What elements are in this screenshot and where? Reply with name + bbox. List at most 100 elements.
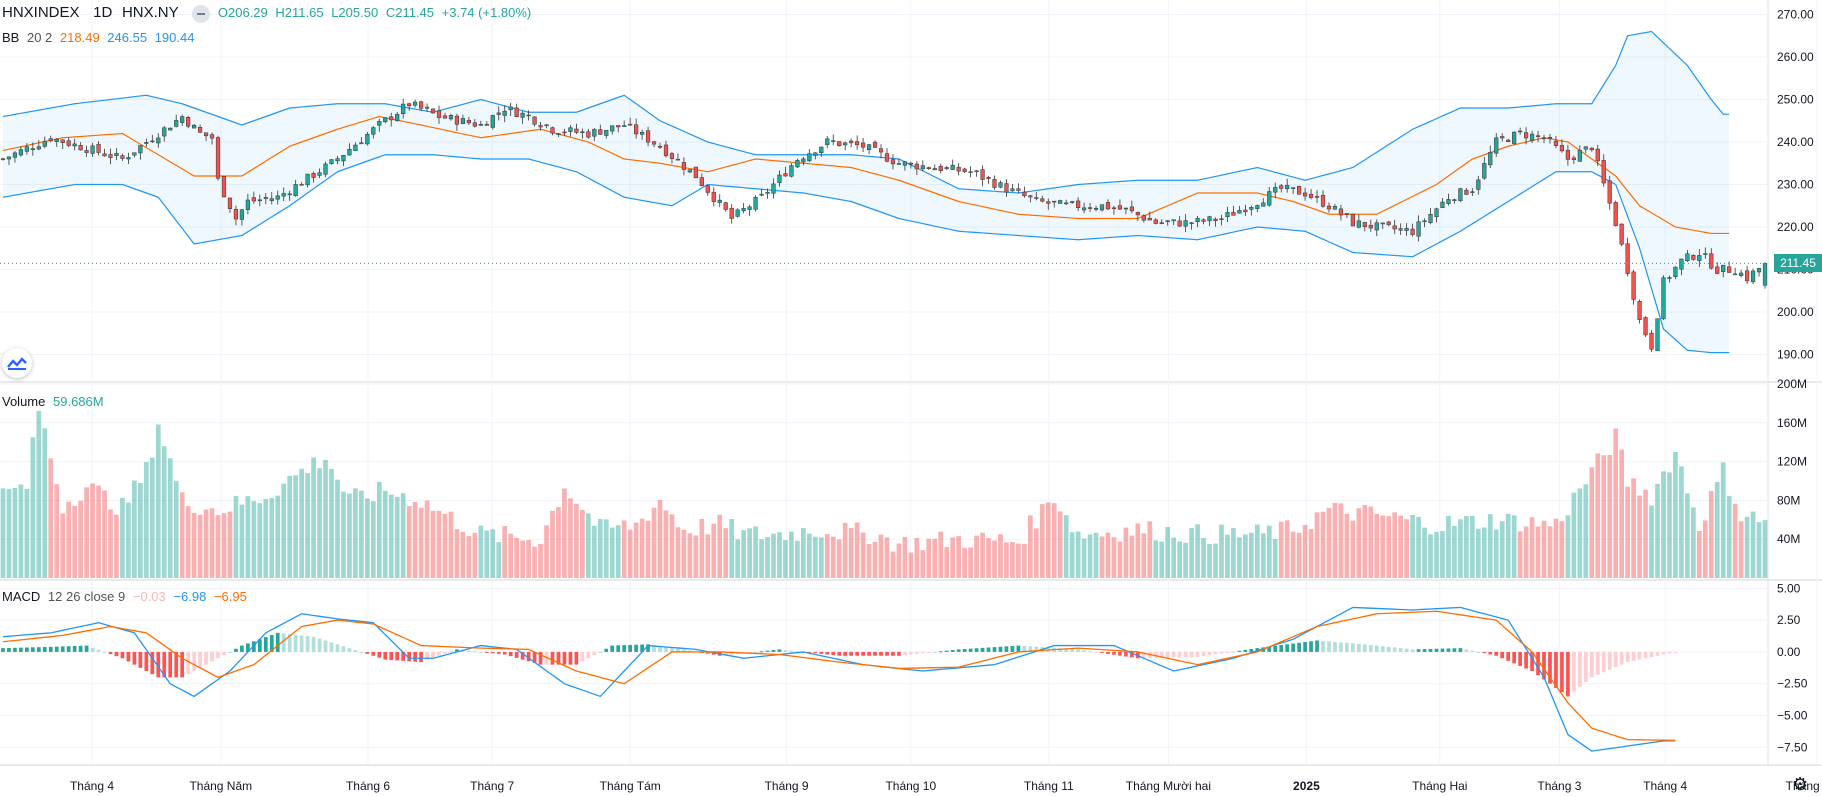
macd-histogram-bar — [1554, 651, 1558, 688]
macd-line — [2, 606, 1676, 752]
candle-body — [30, 148, 35, 150]
macd-histogram-bar — [443, 651, 447, 654]
candle-body — [1219, 218, 1224, 220]
candle-body — [586, 131, 591, 138]
macd-histogram-bar — [1028, 646, 1033, 652]
candle — [932, 164, 937, 171]
candle — [1739, 269, 1744, 278]
volume-bar — [1452, 525, 1457, 578]
candle-body — [454, 115, 460, 125]
macd-histogram-bar — [1548, 651, 1552, 684]
candle-body — [293, 184, 298, 196]
macd-legend[interactable]: MACD 12 26 close 9 −0.03 −6.98 −6.95 — [2, 589, 251, 604]
macd-histogram-bar — [156, 651, 161, 678]
volume-bar — [795, 540, 800, 578]
macd-histogram-bar — [1165, 651, 1170, 658]
macd-histogram-bar — [759, 651, 764, 653]
volume-bar — [293, 475, 299, 578]
volume-bar — [502, 526, 508, 578]
volume-bar — [914, 537, 920, 578]
candle — [150, 134, 155, 144]
candle-body — [233, 209, 239, 220]
gear-icon[interactable]: ⚙ — [1792, 774, 1809, 794]
volume-bar — [705, 534, 711, 578]
macd-histogram-bar — [90, 647, 95, 652]
candle-body — [275, 195, 280, 200]
macd-histogram-bar — [634, 644, 638, 652]
macd-histogram-bar — [789, 650, 794, 652]
candle-body — [174, 120, 179, 127]
macd-histogram-bar — [1303, 642, 1307, 652]
candle-body — [377, 121, 382, 126]
macd-histogram-bar — [1112, 651, 1116, 655]
macd-histogram-bar — [867, 651, 871, 656]
candle — [413, 99, 418, 108]
macd-histogram-bar — [598, 651, 603, 653]
candle-body — [1308, 193, 1314, 198]
candle — [902, 160, 908, 171]
volume-bar — [1547, 526, 1553, 578]
interval-label[interactable]: 1D — [93, 4, 113, 21]
macd-histogram-bar — [467, 650, 471, 652]
volume-bar — [980, 532, 985, 578]
volume-bar — [1696, 530, 1702, 578]
volume-bar — [1469, 515, 1475, 578]
volume-bar — [1231, 528, 1236, 578]
macd-histogram-bar — [1297, 642, 1301, 652]
candle — [843, 141, 848, 151]
candle — [1147, 211, 1152, 221]
candle-body — [287, 193, 292, 196]
volume-bar — [1475, 528, 1481, 578]
candle — [1762, 262, 1768, 289]
candle — [359, 137, 364, 145]
candle — [944, 165, 949, 170]
candle — [54, 138, 59, 147]
candle — [1547, 134, 1553, 144]
candle — [1744, 265, 1750, 284]
candle — [24, 142, 29, 155]
macd-histogram-bar — [1070, 649, 1075, 652]
volume-bar — [1637, 495, 1642, 578]
macd-histogram-bar — [54, 646, 59, 652]
minus-pill-icon[interactable] — [192, 4, 211, 23]
volume-bar — [627, 529, 633, 578]
macd-histogram-bar — [234, 648, 238, 652]
macd-histogram-bar — [1267, 646, 1272, 652]
volume-bar — [1159, 541, 1165, 578]
candle — [1643, 316, 1648, 337]
bb-legend[interactable]: BB 20 2 218.49 246.55 190.44 — [2, 30, 198, 45]
macd-histogram-bar — [837, 651, 842, 656]
candle-body — [215, 137, 221, 179]
candle-body — [657, 145, 663, 148]
symbol-name[interactable]: HNXINDEX — [2, 4, 80, 21]
volume-bar — [1446, 515, 1451, 578]
candle — [1356, 214, 1361, 229]
candle — [1105, 199, 1111, 211]
volume-bar — [753, 526, 758, 578]
candle — [1076, 197, 1081, 212]
volume-bar — [585, 513, 591, 578]
macd-histogram-bar — [341, 646, 346, 652]
volume-legend[interactable]: Volume 59.686M — [2, 394, 108, 409]
candle-body — [1302, 192, 1308, 197]
candle-body — [144, 142, 149, 144]
volume-bar — [783, 540, 788, 578]
candle-body — [669, 153, 675, 159]
candle — [0, 157, 6, 161]
candle-body — [389, 116, 394, 121]
candle — [986, 176, 991, 184]
candle-body — [556, 133, 561, 135]
volume-bar — [1123, 527, 1129, 578]
candle-body — [1518, 130, 1523, 133]
tradingview-logo-icon[interactable] — [2, 348, 32, 378]
candle — [1565, 144, 1571, 166]
volume-bar — [466, 536, 472, 578]
candle-body — [765, 192, 770, 194]
macd-histogram-bar — [998, 646, 1003, 652]
macd-histogram-bar — [251, 641, 256, 652]
candle-body — [1326, 205, 1332, 210]
candle-body — [1356, 220, 1361, 228]
candle — [1213, 217, 1218, 227]
candle — [78, 142, 83, 151]
